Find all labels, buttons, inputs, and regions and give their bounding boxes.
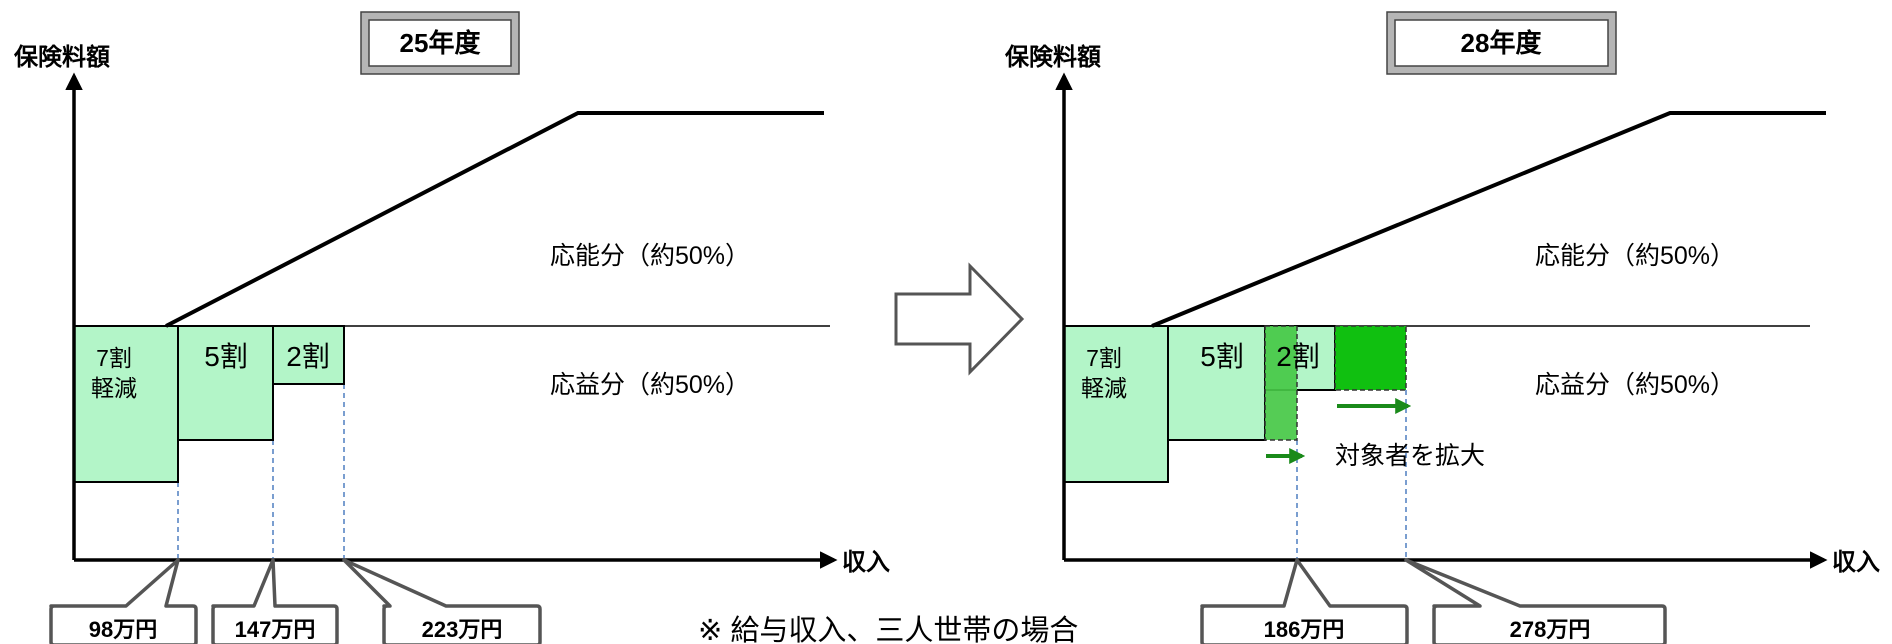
left-year-title-box: 25年度 <box>360 11 520 75</box>
left-panel: 25年度 保険料額 7割 軽減 5割 2割 収入 応能分（約50%） 応益分（約… <box>13 11 890 644</box>
left-y-axis-label: 保険料額 <box>13 43 110 71</box>
right-band-7wari-label-2: 軽減 <box>1081 375 1127 401</box>
right-band-2wari-label: 2割 <box>1276 341 1320 372</box>
right-band-7wari <box>1063 325 1169 483</box>
right-expansion-label: 対象者を拡大 <box>1335 442 1485 470</box>
left-band-2wari <box>272 325 345 385</box>
left-year-title: 25年度 <box>400 28 481 58</box>
right-ability-label: 応能分（約50%） <box>1535 242 1735 270</box>
right-year-title-box: 28年度 <box>1386 11 1617 75</box>
transition-arrow-icon <box>894 262 1025 376</box>
left-benefit-label: 応益分（約50%） <box>550 371 750 399</box>
left-x-axis-label: 収入 <box>842 549 890 576</box>
right-band-7wari-label-1: 7割 <box>1086 345 1122 371</box>
left-band-7wari-label-1: 7割 <box>96 345 132 371</box>
left-callout-147-text: 147万円 <box>235 617 316 642</box>
right-callout-278: 278万円 <box>1404 558 1667 644</box>
left-band-2wari-label: 2割 <box>286 341 330 372</box>
left-callout-98: 98万円 <box>49 558 198 644</box>
right-callout-186: 186万円 <box>1200 558 1409 644</box>
right-year-title: 28年度 <box>1461 28 1542 58</box>
left-callout-223-text: 223万円 <box>422 617 503 642</box>
right-expansion-5wari <box>1264 325 1298 441</box>
left-band-7wari <box>73 325 179 483</box>
right-benefit-label: 応益分（約50%） <box>1535 371 1735 399</box>
right-callout-278-text: 278万円 <box>1510 617 1591 642</box>
footnote: ※ 給与収入、三人世帯の場合 <box>698 614 1078 644</box>
left-callout-223: 223万円 <box>342 558 542 644</box>
left-band-5wari <box>177 325 274 441</box>
left-callout-147: 147万円 <box>211 558 339 644</box>
right-x-axis-label: 収入 <box>1832 549 1880 576</box>
left-band-5wari-label: 5割 <box>204 341 248 372</box>
right-y-axis-label: 保険料額 <box>1004 43 1101 71</box>
right-premium-curve <box>1151 111 1826 328</box>
right-panel: 28年度 保険料額 7割 軽減 5割 2割 対象者を拡大 収入 応能分（約50%… <box>1004 11 1880 644</box>
left-premium-curve <box>165 111 824 328</box>
left-band-7wari-label-2: 軽減 <box>91 375 137 401</box>
left-ability-label: 応能分（約50%） <box>550 242 750 270</box>
right-callout-186-text: 186万円 <box>1264 617 1345 642</box>
right-expansion-2wari <box>1334 325 1407 391</box>
left-callout-98-text: 98万円 <box>89 617 157 642</box>
right-band-5wari-label: 5割 <box>1200 341 1244 372</box>
